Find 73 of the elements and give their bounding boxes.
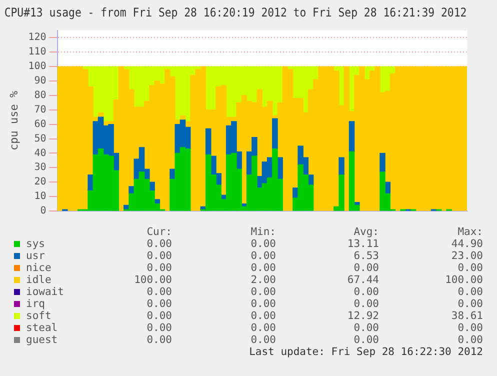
y-tick-label: 10 xyxy=(34,191,46,202)
bar xyxy=(380,152,386,172)
text: 0.00 xyxy=(250,238,276,250)
text: 0.00 xyxy=(354,298,379,310)
text: 0.00 xyxy=(250,334,276,346)
text: 0.00 xyxy=(458,262,483,274)
text: 0.00 xyxy=(354,286,379,298)
text: 0.00 xyxy=(458,298,483,310)
bar xyxy=(272,118,278,150)
y-tick-label: 80 xyxy=(34,90,46,102)
bar xyxy=(338,157,344,176)
text: 0.00 xyxy=(250,310,276,322)
text: 0.00 xyxy=(458,322,483,334)
legend-label: nice xyxy=(26,262,52,274)
y-tick-label: 30 xyxy=(34,162,46,174)
text: 0.00 xyxy=(250,262,276,274)
y-tick-label: 110 xyxy=(28,46,46,58)
bar xyxy=(384,66,391,92)
y-tick-label: 60 xyxy=(34,118,46,130)
text: 0.00 xyxy=(146,286,172,298)
y-tick-label: 40 xyxy=(34,148,46,159)
text: Cur: xyxy=(146,226,172,238)
chart-title: CPU#13 usage - from Fri Sep 28 16:20:19 2012 to Fri Sep 28 16:21:39 2012 xyxy=(4,4,467,20)
y-tick-label: 100 xyxy=(28,61,46,72)
legend-label: steal xyxy=(26,322,58,334)
text: 0.00 xyxy=(250,298,276,310)
text: 0.00 xyxy=(146,334,172,346)
text: 0.00 xyxy=(250,250,276,262)
y-tick-label: 0 xyxy=(40,206,46,217)
legend-label: soft xyxy=(26,310,52,322)
text: Avg: xyxy=(354,226,379,238)
text: 0.00 xyxy=(146,298,172,310)
legend-label: usr xyxy=(26,250,45,262)
text: 0.00 xyxy=(250,286,276,298)
text: 0.00 xyxy=(354,262,379,274)
text: 38.61 xyxy=(451,310,483,322)
bar xyxy=(348,121,355,152)
bar xyxy=(128,186,134,194)
bar xyxy=(205,128,212,155)
text: 13.11 xyxy=(347,238,379,250)
text: 0.00 xyxy=(146,310,172,322)
text: 12.92 xyxy=(347,310,379,322)
text: 0.00 xyxy=(146,322,172,334)
text: 0.00 xyxy=(458,286,483,298)
y-axis-title: cpu use % xyxy=(7,90,20,151)
y-tick-label: 90 xyxy=(34,76,46,87)
legend-label: iowait xyxy=(26,286,64,298)
text: 23.00 xyxy=(451,250,483,262)
text: 0.00 xyxy=(458,334,483,346)
text: 6.53 xyxy=(354,250,379,262)
legend-label: sys xyxy=(26,238,45,250)
text: 0.00 xyxy=(354,334,379,346)
text: 100.00 xyxy=(134,274,172,286)
text: Min: xyxy=(250,226,276,238)
text: 0.00 xyxy=(250,322,276,334)
legend-label: guest xyxy=(26,334,58,346)
text: Last update: Fri Sep 28 16:22:30 2012 xyxy=(249,346,483,358)
text: 2.00 xyxy=(250,274,276,286)
y-tick-label: 50 xyxy=(34,133,46,144)
bar xyxy=(88,174,94,192)
legend-label: irq xyxy=(26,298,45,310)
text: 0.00 xyxy=(354,322,379,334)
text: 44.90 xyxy=(451,238,483,250)
text: 0.00 xyxy=(146,250,172,262)
legend-label: idle xyxy=(26,274,52,286)
text: 0.00 xyxy=(146,238,172,250)
text: 0.00 xyxy=(146,262,172,274)
text: 100.00 xyxy=(445,274,483,286)
y-tick-label: 20 xyxy=(34,176,46,188)
text: 67.44 xyxy=(347,274,379,286)
y-tick-label: 120 xyxy=(28,32,46,44)
text: Max: xyxy=(458,226,483,238)
y-tick-label: 70 xyxy=(34,104,46,116)
